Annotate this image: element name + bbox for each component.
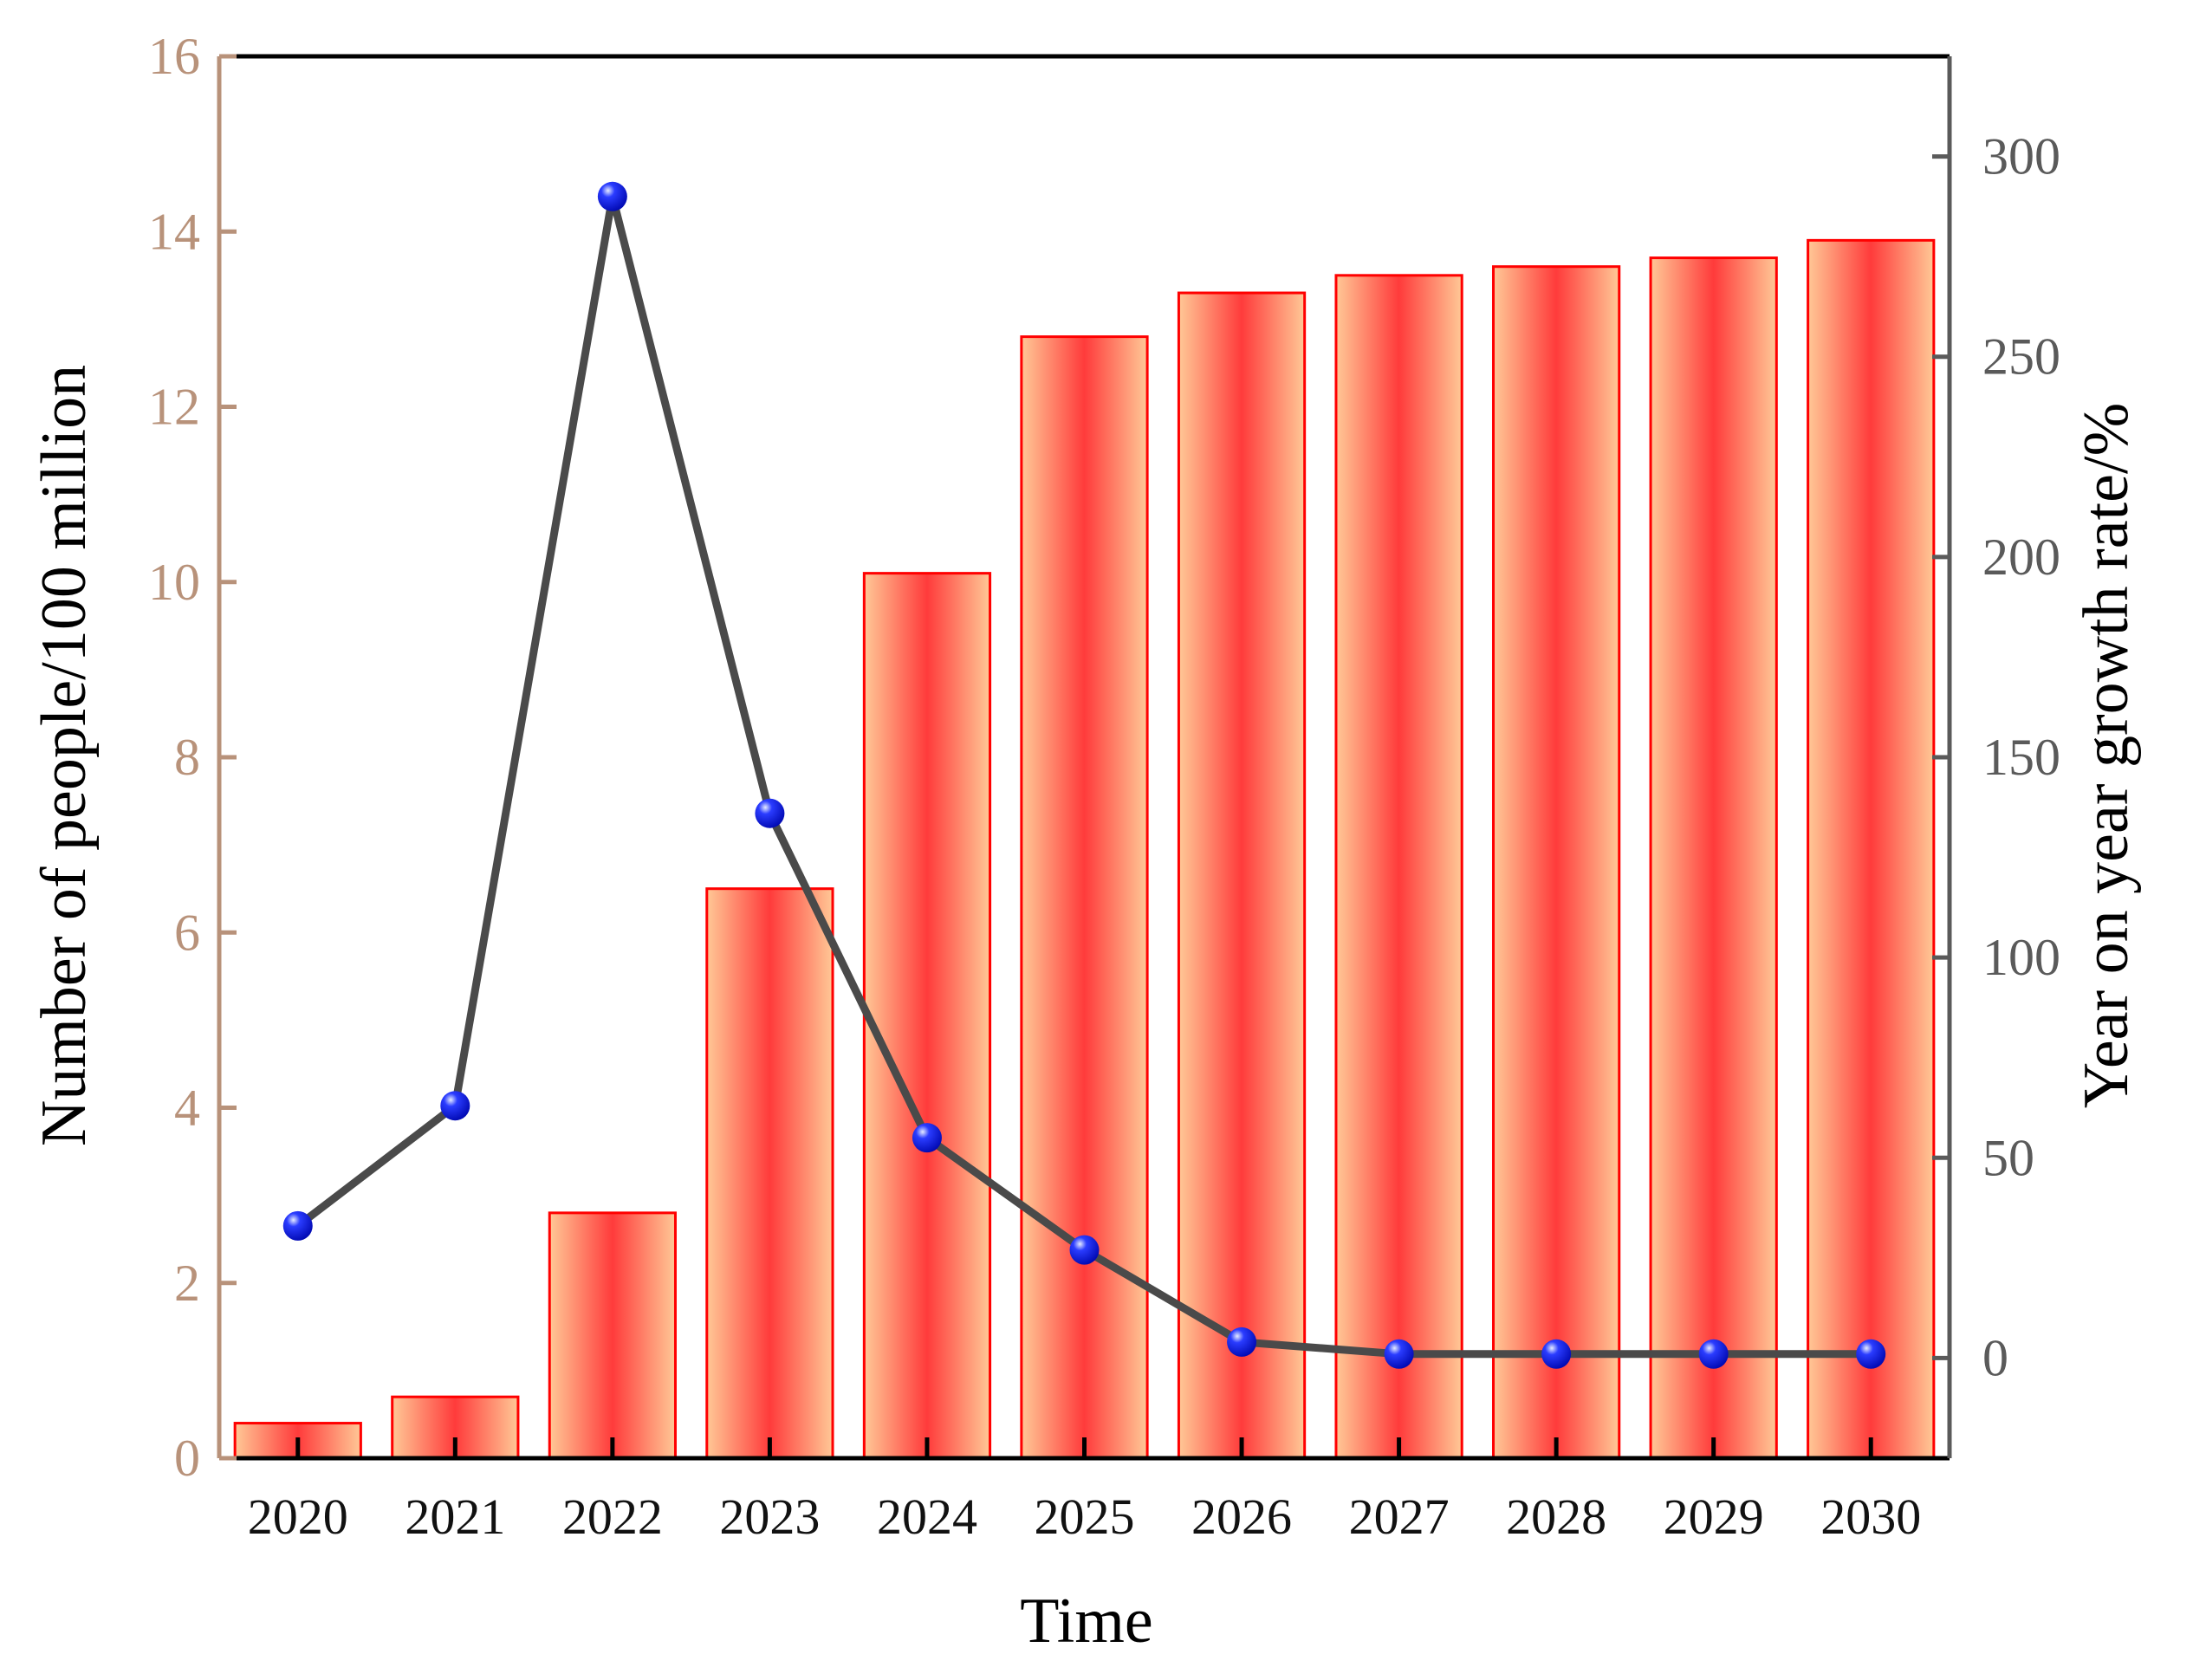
axes [217,54,1952,1461]
x-axis-title: Time [1020,1586,1153,1657]
y-axis-title: Number of people/100 million [29,365,100,1146]
growth-point-2026 [1227,1326,1257,1357]
bar-2023 [705,887,834,1460]
bars [233,238,1936,1460]
x-tick-label: 2028 [1506,1489,1606,1545]
y2-tick-label: 150 [1982,729,2060,786]
x-tick-label: 2023 [719,1489,820,1545]
growth-point-2021 [440,1091,470,1121]
bar-2025 [1020,335,1149,1460]
bar-2030 [1807,238,1936,1460]
x-tick-label: 2027 [1349,1489,1450,1545]
x-tick-label: 2022 [562,1489,663,1545]
bar-2027 [1334,274,1463,1460]
x-tick-label: 2024 [877,1489,977,1545]
tick-labels: 0 2 4 6 8 10 12 14 16 0 50 100 150 200 250 300 2020 2021 2… [148,28,2060,1545]
y-tick-label: 8 [174,729,200,786]
y-tick-label: 0 [174,1430,200,1487]
y-tick-label: 16 [148,28,200,85]
growth-point-2027 [1384,1339,1414,1369]
y-tick-label: 12 [148,379,200,436]
y-tick-label: 4 [174,1080,200,1137]
y-tick-label: 6 [174,904,200,961]
x-tick-label: 2020 [248,1489,348,1545]
y-tick-label: 14 [148,203,200,260]
x-tick-label: 2021 [405,1489,505,1545]
y2-tick-label: 200 [1982,529,2060,586]
y-tick-label: 10 [148,554,200,611]
x-tick-label: 2025 [1035,1489,1135,1545]
y-tick-label: 2 [174,1255,200,1312]
bar-2028 [1492,265,1621,1460]
growth-point-2028 [1541,1339,1572,1369]
bar-2024 [862,572,992,1460]
y2-tick-label: 300 [1982,128,2060,185]
growth-line [282,181,1886,1369]
x-tick-label: 2030 [1820,1489,1921,1545]
x-tick-label: 2029 [1664,1489,1764,1545]
y2-tick-label: 50 [1982,1129,2034,1186]
growth-point-2030 [1856,1339,1886,1369]
growth-point-2023 [755,798,785,828]
growth-point-2025 [1069,1235,1100,1265]
y2-axis-title: Year on year growth rate/% [2071,403,2142,1108]
y2-tick-label: 250 [1982,328,2060,386]
bar-2022 [548,1211,677,1460]
y2-tick-label: 0 [1982,1329,2008,1386]
growth-point-2029 [1698,1339,1729,1369]
bar-2026 [1177,291,1307,1460]
x-tick-label: 2026 [1191,1489,1292,1545]
y2-tick-label: 100 [1982,929,2060,986]
growth-point-2022 [597,181,627,211]
bar-2029 [1649,256,1778,1460]
growth-point-2020 [282,1210,313,1241]
growth-point-2024 [912,1123,942,1153]
